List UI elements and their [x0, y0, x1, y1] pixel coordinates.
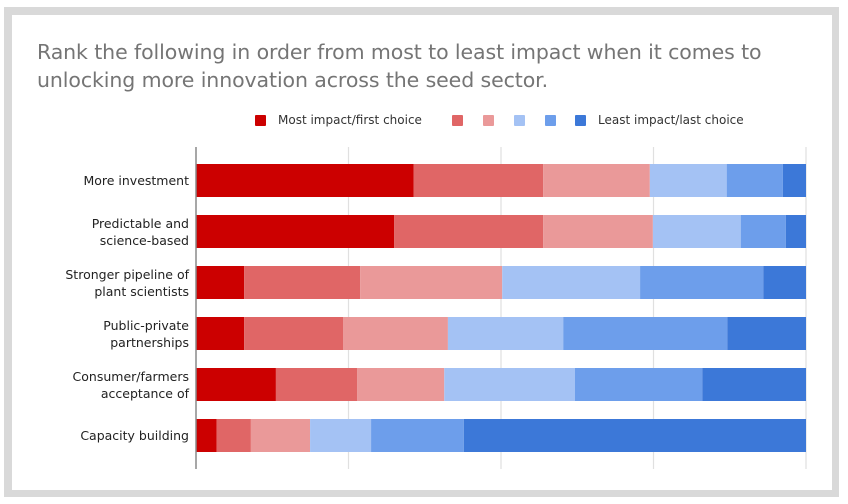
bar-segment[interactable]	[244, 266, 361, 299]
chart-panel	[12, 15, 832, 490]
bar-segment[interactable]	[196, 215, 395, 248]
category-label: Capacity building	[29, 427, 189, 444]
bar-segment[interactable]	[275, 368, 358, 401]
bar-segment[interactable]	[763, 266, 806, 299]
bar-segment[interactable]	[357, 368, 445, 401]
bar-segment[interactable]	[196, 419, 217, 452]
bar-segment[interactable]	[502, 266, 641, 299]
category-label: Stronger pipeline of plant scientists	[29, 266, 189, 300]
bar-segment[interactable]	[371, 419, 464, 452]
legend-item-least-impact[interactable]: Least impact/last choice	[575, 112, 744, 128]
category-label-line: Capacity building	[80, 428, 189, 443]
bar-segment[interactable]	[196, 266, 245, 299]
legend-item-rank-2[interactable]	[452, 112, 463, 128]
bar-segment[interactable]	[726, 164, 783, 197]
bar-segment[interactable]	[727, 317, 806, 350]
legend-item-rank-3[interactable]	[483, 112, 494, 128]
bar-segment[interactable]	[640, 266, 764, 299]
category-label-line: science-based	[99, 232, 189, 248]
bar-segment[interactable]	[196, 317, 245, 350]
legend-swatch	[483, 114, 494, 126]
bar-segment[interactable]	[444, 368, 575, 401]
category-label: More investment	[29, 172, 189, 189]
category-label-line: partnerships	[110, 334, 189, 350]
bar-segment[interactable]	[740, 215, 786, 248]
bar-segment[interactable]	[196, 368, 276, 401]
legend-item-rank-5[interactable]	[545, 112, 556, 128]
bar-segment[interactable]	[652, 215, 741, 248]
bar-segment[interactable]	[543, 215, 653, 248]
category-label: Public-private partnerships	[29, 317, 189, 351]
bar-segment[interactable]	[250, 419, 311, 452]
legend-label: Most impact/first choice	[278, 113, 422, 127]
legend-swatch	[575, 114, 586, 126]
bar-segment[interactable]	[463, 419, 806, 452]
category-label-line: Stronger pipeline of	[65, 266, 189, 282]
bar-segment[interactable]	[649, 164, 727, 197]
bar-segment[interactable]	[196, 164, 414, 197]
category-label-line: acceptance of	[100, 385, 189, 401]
legend-swatch	[545, 114, 556, 126]
bar-segment[interactable]	[343, 317, 448, 350]
category-label-line: More investment	[83, 173, 189, 188]
bar-segment[interactable]	[413, 164, 544, 197]
bar-segment[interactable]	[563, 317, 728, 350]
bar-segment[interactable]	[782, 164, 806, 197]
category-label-line: plant scientists	[94, 283, 189, 299]
legend-swatch	[452, 114, 463, 126]
category-label-line: Predictable and	[91, 215, 189, 231]
legend-swatch	[255, 114, 266, 126]
bar-segment[interactable]	[785, 215, 806, 248]
category-label-line: Consumer/farmers	[72, 368, 189, 384]
bar-segment[interactable]	[360, 266, 503, 299]
legend-label: Least impact/last choice	[598, 113, 744, 127]
legend-item-most-impact[interactable]: Most impact/first choice	[255, 112, 422, 128]
bar-segment[interactable]	[702, 368, 806, 401]
category-label-line: Public-private	[103, 317, 189, 333]
bar-segment[interactable]	[394, 215, 544, 248]
bar-segment[interactable]	[447, 317, 564, 350]
category-label: Predictable and science-based	[29, 215, 189, 249]
legend-item-rank-4[interactable]	[514, 112, 525, 128]
bar-segment[interactable]	[216, 419, 251, 452]
bar-segment[interactable]	[310, 419, 372, 452]
bar-segment[interactable]	[543, 164, 650, 197]
legend-swatch	[514, 114, 525, 126]
bar-segment[interactable]	[574, 368, 703, 401]
bar-segment[interactable]	[244, 317, 344, 350]
category-label: Consumer/farmers acceptance of	[29, 368, 189, 402]
chart-title: Rank the following in order from most to…	[37, 40, 762, 92]
